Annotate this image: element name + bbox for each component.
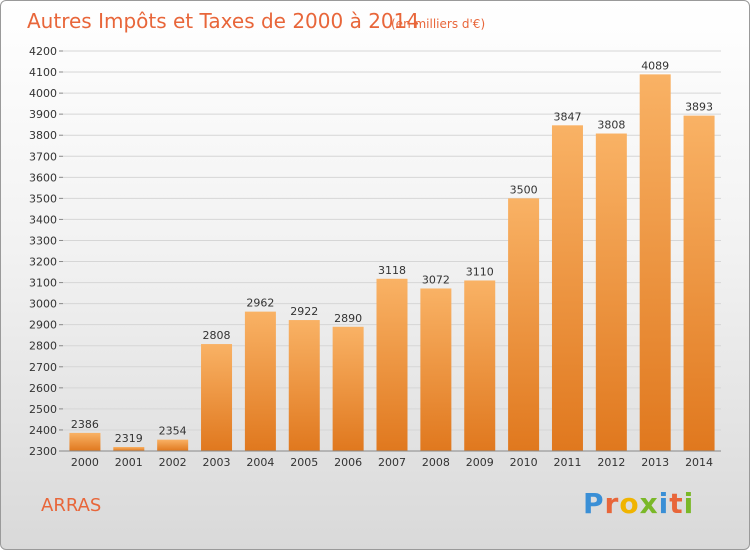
bar-2003 (201, 344, 233, 451)
data-label: 2962 (246, 297, 274, 310)
y-tick-label: 2300 (29, 445, 57, 458)
y-tick-label: 3600 (29, 171, 57, 184)
y-tick-label: 3700 (29, 150, 57, 163)
y-tick-label: 3800 (29, 129, 57, 142)
y-tick-label: 2400 (29, 424, 57, 437)
y-tick-label: 3100 (29, 277, 57, 290)
x-tick-label: 2006 (334, 456, 362, 469)
logo-letter: i (658, 487, 670, 520)
data-label: 2354 (159, 425, 187, 438)
y-tick-label: 2800 (29, 340, 57, 353)
data-label: 2319 (115, 432, 143, 445)
y-tick-label: 3900 (29, 108, 57, 121)
data-label: 3118 (378, 264, 406, 277)
y-tick-label: 4100 (29, 66, 57, 79)
bar-2014 (683, 115, 715, 451)
logo-letter: t (669, 487, 684, 520)
y-tick-label: 2700 (29, 361, 57, 374)
chart-subtitle: (en milliers d'€) (391, 17, 485, 31)
x-tick-label: 2004 (246, 456, 274, 469)
data-label: 3072 (422, 273, 450, 286)
x-tick-label: 2001 (115, 456, 143, 469)
logo-letter: r (604, 487, 620, 520)
data-label: 3893 (685, 101, 713, 114)
bar-2000 (69, 432, 101, 451)
data-label: 2922 (290, 305, 318, 318)
x-tick-label: 2014 (685, 456, 713, 469)
x-axis-ticks: 2000 2001 2002 2003 2004 2005 2006 2007 2008 2009… (71, 456, 713, 469)
x-tick-label: 2010 (510, 456, 538, 469)
bar-2010 (508, 198, 540, 451)
chart-title: Autres Impôts et Taxes de 2000 à 2014 (27, 9, 419, 33)
x-tick-label: 2013 (641, 456, 669, 469)
y-tick-label: 3200 (29, 256, 57, 269)
bars: 2386 2319 2354 2808 2962 2922 2890 3118 3072 3110… (69, 59, 715, 452)
y-tick-label: 4000 (29, 87, 57, 100)
proxiti-logo: Proxiti (583, 487, 694, 520)
y-tick-label: 2600 (29, 382, 57, 395)
x-tick-label: 2009 (466, 456, 494, 469)
bar-2007 (376, 278, 408, 451)
logo-letter: x (639, 487, 659, 520)
bar-2008 (420, 288, 452, 451)
bar-2013 (639, 74, 671, 452)
x-tick-label: 2002 (159, 456, 187, 469)
bar-2005 (288, 320, 320, 451)
y-tick-label: 3300 (29, 234, 57, 247)
bar-2001 (113, 447, 145, 451)
x-tick-label: 2012 (597, 456, 625, 469)
x-tick-label: 2003 (203, 456, 231, 469)
data-label: 2808 (203, 329, 231, 342)
y-tick-label: 4200 (29, 45, 57, 58)
y-tick-label: 2500 (29, 403, 57, 416)
data-label: 4089 (641, 59, 669, 72)
data-label: 2386 (71, 418, 99, 431)
x-tick-label: 2007 (378, 456, 406, 469)
y-tick-label: 2900 (29, 319, 57, 332)
y-tick-label: 3400 (29, 213, 57, 226)
x-tick-label: 2011 (553, 456, 581, 469)
data-label: 3847 (553, 110, 581, 123)
bar-2004 (244, 311, 276, 451)
x-tick-label: 2005 (290, 456, 318, 469)
data-label: 2890 (334, 312, 362, 325)
logo-letter: P (583, 487, 605, 520)
x-tick-label: 2000 (71, 456, 99, 469)
bar-2002 (157, 439, 189, 451)
y-tick-label: 3500 (29, 192, 57, 205)
x-tick-label: 2008 (422, 456, 450, 469)
logo-letter: o (619, 487, 640, 520)
data-label: 3808 (597, 119, 625, 132)
data-label: 3500 (510, 183, 538, 196)
bar-2011 (551, 125, 583, 451)
logo-letter: i (683, 487, 695, 520)
bar-2012 (595, 133, 627, 452)
bar-2009 (464, 280, 496, 451)
data-label: 3110 (466, 265, 494, 278)
y-axis-ticks: 2300 2400 2500 2600 2700 2800 2900 3000 3100 3200… (29, 45, 63, 458)
y-tick-label: 3000 (29, 298, 57, 311)
bar-2006 (332, 326, 364, 451)
city-name: ARRAS (41, 495, 102, 516)
